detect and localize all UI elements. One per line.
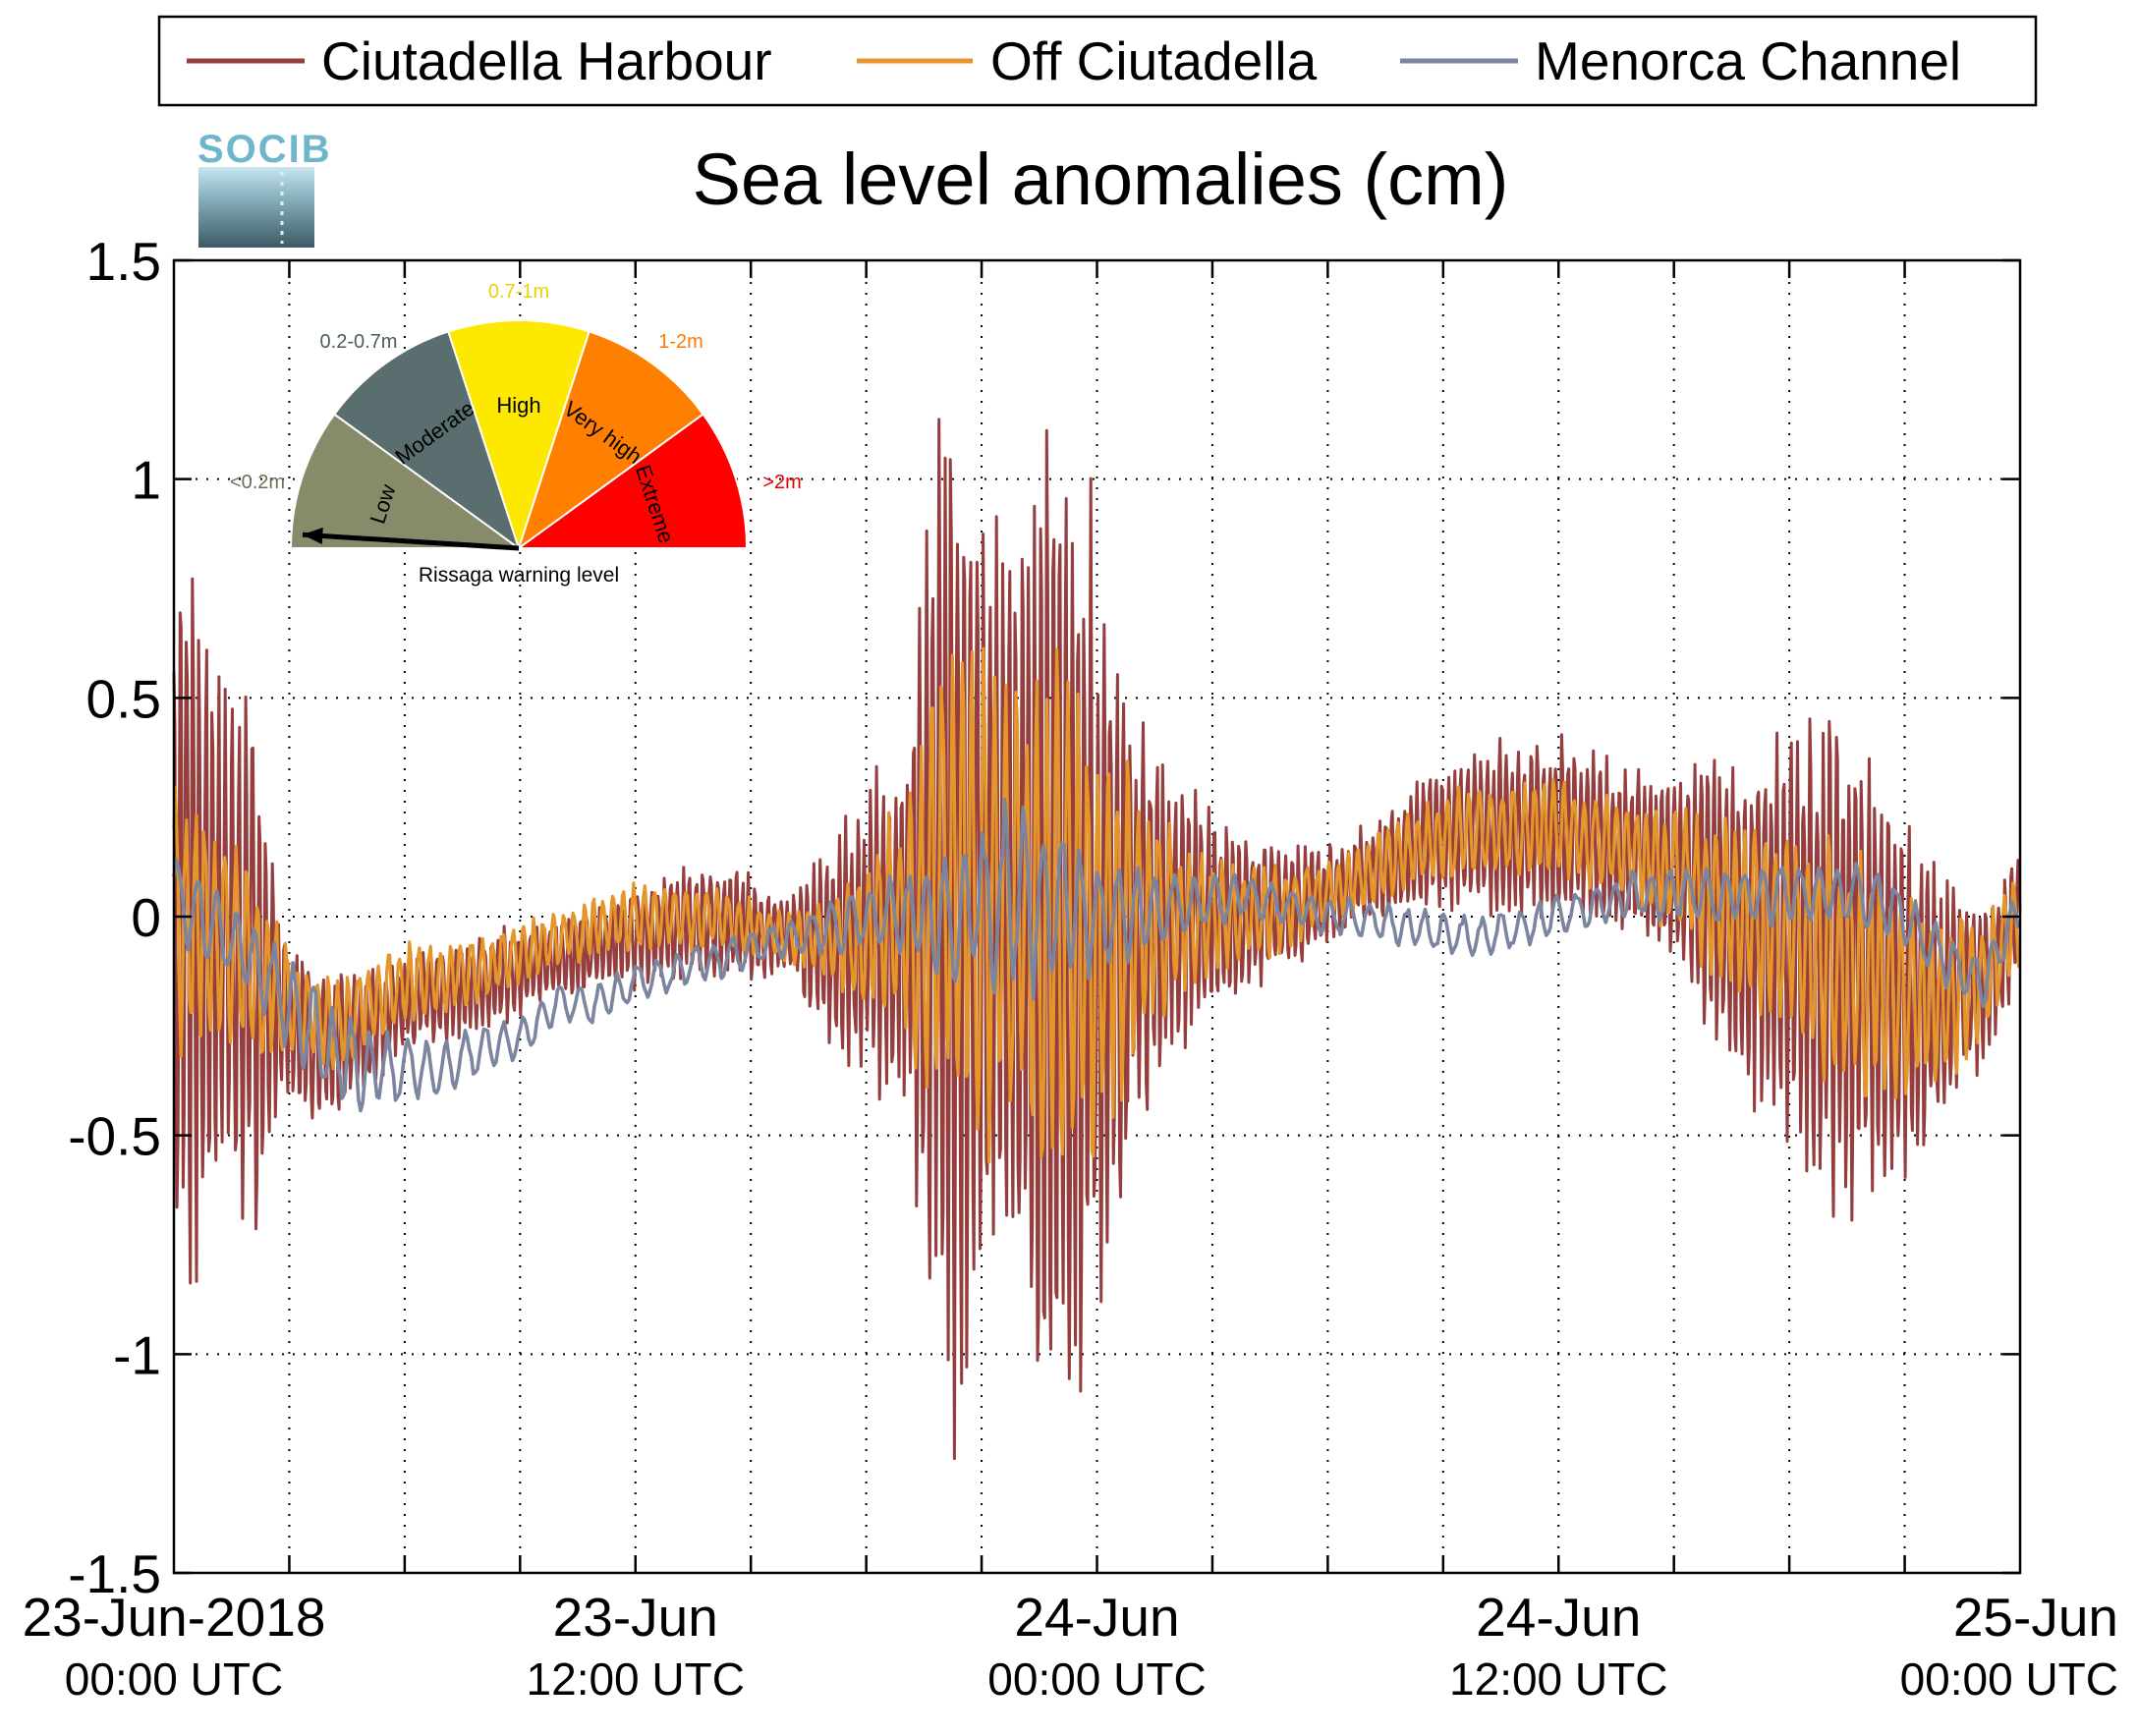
- legend-label-off-ciutadella: Off Ciutadella: [990, 30, 1318, 91]
- gauge-needle: [302, 532, 520, 551]
- chart-title: Sea level anomalies (cm): [693, 139, 1509, 220]
- x-tick-label-date: 23-Jun-2018: [23, 1587, 326, 1648]
- y-tick-label: -1.5: [68, 1543, 161, 1604]
- gauge-segment-moderate: [332, 330, 521, 551]
- legend-box: [157, 15, 2038, 107]
- x-tick-label-time: 12:00 UTC: [1449, 1653, 1667, 1705]
- x-tick-label-date: 24-Jun: [1476, 1587, 1641, 1648]
- gauge-segment-label: High: [496, 393, 540, 418]
- x-tick-label-time: 00:00 UTC: [65, 1653, 283, 1705]
- series-line-off-ciutadella: [172, 646, 2022, 1164]
- gauge-caption: Rissaga warning level: [419, 564, 619, 587]
- y-tick-label: 0: [131, 887, 161, 948]
- gauge-needle-arrowhead: [303, 527, 323, 544]
- gauge-segment-extreme: [515, 413, 749, 549]
- legend: Ciutadella Harbour Off Ciutadella Menorc…: [157, 15, 2038, 107]
- x-tick-label-time: 00:00 UTC: [987, 1653, 1206, 1705]
- gauge-range-label: 0.7-1m: [488, 281, 549, 303]
- gauge-range-label: <0.2m: [230, 472, 285, 493]
- legend-label-ciutadella-harbour: Ciutadella Harbour: [321, 30, 772, 91]
- y-tick-label: -1: [113, 1324, 161, 1385]
- x-tick-label-time: 00:00 UTC: [1900, 1653, 2118, 1705]
- gauge-segment-low: [289, 413, 523, 549]
- y-tick-label: 0.5: [86, 668, 161, 729]
- logo-wave-block: [198, 167, 314, 248]
- x-tick-label-time: 12:00 UTC: [527, 1653, 745, 1705]
- series-line-menorca-channel: [172, 798, 2022, 1113]
- gauge-range-label: 0.2-0.7m: [320, 331, 398, 353]
- series-layer: [172, 418, 2022, 1461]
- y-tick-label: 1.5: [86, 231, 161, 292]
- logo-text: SOCIB: [197, 128, 332, 171]
- legend-label-menorca-channel: Menorca Channel: [1535, 30, 1961, 91]
- x-tick-label-date: 24-Jun: [1014, 1587, 1179, 1648]
- axis-ticks: [174, 258, 2020, 1575]
- x-tick-label-date: 25-Jun: [1953, 1587, 2118, 1648]
- x-tick-label-date: 23-Jun: [553, 1587, 718, 1648]
- gauge-range-label: 1-2m: [658, 331, 703, 353]
- socib-logo: SOCIB: [197, 128, 332, 248]
- y-tick-label: 1: [131, 450, 161, 511]
- gauge-range-label: >2m: [762, 472, 801, 493]
- gauge-segment-high: [447, 319, 590, 552]
- y-axis-tick-labels: -1.5 -1 -0.5 0 0.5 1 1.5: [68, 231, 161, 1604]
- gauge-segment-very-high: [517, 330, 705, 551]
- y-tick-label: -0.5: [68, 1106, 161, 1167]
